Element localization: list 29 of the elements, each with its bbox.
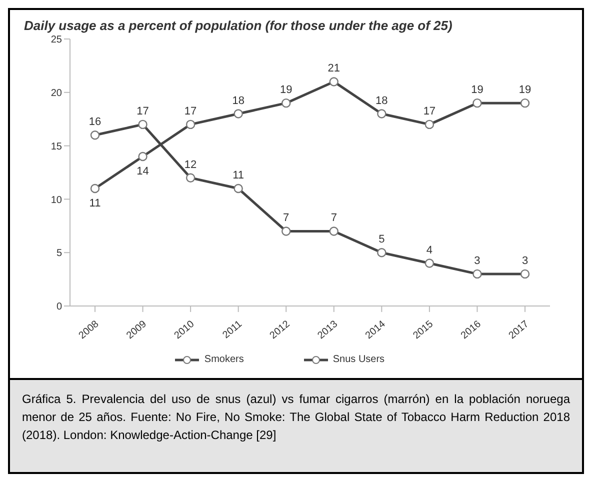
data-label: 21 bbox=[328, 62, 340, 75]
data-label: 11 bbox=[89, 198, 101, 210]
data-label: 19 bbox=[280, 84, 292, 96]
chart-title: Daily usage as a percent of population (for those under the age of 25) bbox=[23, 17, 454, 33]
data-label: 7 bbox=[283, 212, 290, 224]
data-label: 4 bbox=[426, 244, 433, 256]
data-label: 18 bbox=[232, 94, 244, 107]
legend-label: Snus Users bbox=[332, 354, 385, 365]
data-label: 11 bbox=[232, 170, 244, 182]
y-tick-label: 0 bbox=[56, 302, 62, 313]
data-label: 19 bbox=[471, 84, 484, 96]
data-label: 5 bbox=[378, 234, 385, 246]
data-label: 12 bbox=[184, 158, 197, 171]
data-label: 17 bbox=[423, 105, 436, 118]
data-label: 3 bbox=[474, 254, 480, 267]
data-label: 18 bbox=[376, 94, 388, 107]
data-label: 17 bbox=[136, 105, 149, 118]
y-tick-label: 15 bbox=[50, 141, 62, 152]
data-label: 14 bbox=[136, 165, 149, 178]
y-tick-label: 25 bbox=[50, 34, 62, 46]
data-label: 7 bbox=[330, 212, 337, 224]
data-label: 19 bbox=[518, 84, 532, 96]
data-label: 17 bbox=[184, 105, 197, 118]
legend-label: Smokers bbox=[203, 354, 244, 365]
data-label: 3 bbox=[522, 254, 528, 267]
data-label: 16 bbox=[88, 116, 102, 128]
y-tick-label: 5 bbox=[56, 248, 62, 260]
y-tick-label: 20 bbox=[50, 88, 62, 99]
y-tick-label: 10 bbox=[50, 194, 62, 206]
